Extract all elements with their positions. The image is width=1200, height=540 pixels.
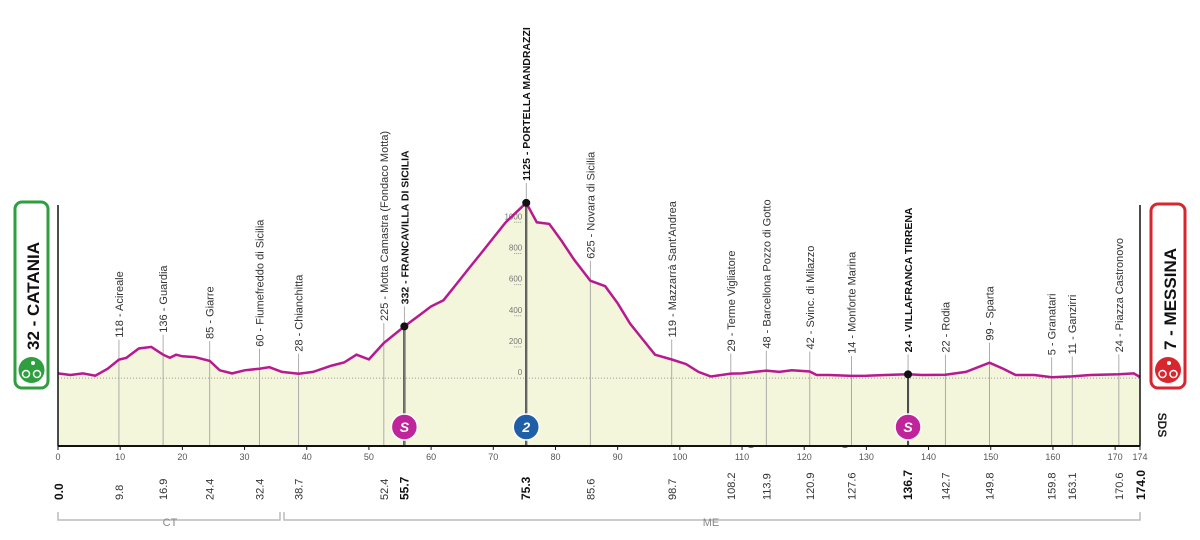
x-tick-label: 50 [364,452,374,462]
region-label: ME [703,517,720,529]
rider-head [31,361,35,365]
finish-icon [1155,357,1181,383]
km-label: 127.6 [846,472,858,500]
km-label: 113.9 [761,473,773,500]
logo: SDS [1155,413,1169,438]
x-tick-label: 130 [859,452,874,462]
waypoint-dot [522,198,531,207]
waypoint-label: 24 - VILLAFRANCA TIRRENA [903,207,915,352]
km-label: 52.4 [379,479,391,500]
waypoint-dot [904,370,913,379]
waypoint-label: 60 - Fiumefreddo di Sicilia [254,219,266,347]
km-label: 163.1 [1067,472,1079,500]
bike-wheel [21,369,31,379]
x-tick-label: 174 [1132,452,1147,462]
waypoint-label: 1125 - PORTELLA MANDRAZZI [521,27,533,181]
rider-head [1167,361,1171,365]
profile-area [58,202,1140,446]
start-box [13,200,50,390]
x-tick-label: 20 [177,452,187,462]
waypoint-label: 119 - Mazzarrà Sant'Andrea [667,200,679,337]
km-label: 120.9 [805,472,817,500]
badge-label: S [903,419,913,435]
waypoint-dot [400,322,409,331]
badge-label: S [400,419,410,435]
waypoint-label: 332 - FRANCAVILLA DI SICILIA [399,150,411,304]
finish-label: 7 - MESSINA [1161,248,1180,350]
y-tick-label: 400 [509,306,523,315]
region-bracket [57,512,281,521]
start-label: 32 - CATANIA [24,242,43,350]
waypoint-label: 14 - Monforte Marina [846,251,858,354]
waypoint-label: 118 - Acireale [114,271,126,337]
y-tick-label: 200 [509,337,523,346]
x-tick-label: 120 [797,452,812,462]
km-label: 16.9 [158,479,170,500]
y-tick-label: 600 [509,275,523,284]
x-tick-label: 110 [735,452,749,462]
waypoint-label: 29 - Terme Vigliatore [726,250,738,351]
waypoint-label: 28 - Chianchitta [294,274,306,352]
start-km-label: 0.0 [52,483,66,500]
waypoint-label: 42 - Svinc. di Milazzo [805,246,817,350]
finish-km-label: 174.0 [1134,470,1148,500]
x-tick-label: 80 [550,452,560,462]
x-tick-label: 60 [426,452,436,462]
y-tick-label: 0 [518,368,523,377]
bike-wheel [1169,369,1178,379]
waypoint-label: 85 - Giarre [205,286,217,339]
waypoint-label: 11 - Ganzirri [1067,295,1079,355]
waypoint-label: 22 - Rodia [940,301,952,353]
region-bracket [283,512,1141,521]
y-tick-label: 1000 [504,212,522,221]
y-tick-label: 800 [509,243,523,252]
region-label: CT [163,517,178,529]
waypoint-label: 48 - Barcellona Pozzo di Gotto [761,199,773,348]
region-brackets [57,512,1141,521]
waypoint-label: 625 - Novara di Sicilia [585,151,597,259]
km-label: 85.6 [585,479,597,500]
x-tick-label: 170 [1108,452,1123,462]
km-label: 142.7 [940,472,952,500]
x-tick-label: 10 [115,452,125,462]
km-label: 32.4 [254,479,266,500]
waypoint-label: 5 - Granatari [1047,294,1059,356]
badge [512,413,540,441]
km-label: 98.7 [667,479,679,500]
x-tick-label: 70 [488,452,498,462]
x-tick-label: 30 [240,452,250,462]
badge-label: 2 [521,419,530,435]
x-tick-label: 90 [613,452,623,462]
km-label: 149.8 [985,472,997,500]
waypoint-label: 99 - Sparta [985,285,997,340]
waypoint-label: 136 - Guardia [158,265,170,333]
km-label: 24.4 [205,479,217,500]
x-tick-label: 100 [672,452,687,462]
x-tick-label: 40 [302,452,312,462]
x-tick-label: 150 [983,452,998,462]
km-label: 159.8 [1047,472,1059,500]
km-label: 136.7 [901,470,915,500]
bike-wheel [1158,369,1167,379]
x-tick-label: 0 [55,452,60,462]
waypoint-label: 225 - Motta Camastra (Fondaco Motta) [379,131,391,321]
km-label: 75.3 [519,476,533,500]
km-label: 55.7 [397,476,411,500]
x-tick-label: 160 [1045,452,1060,462]
badge [894,413,922,441]
km-label: 9.8 [114,485,126,500]
start-icon [18,357,45,383]
badge [390,413,419,441]
x-tick-label: 140 [921,452,936,462]
km-label: 38.7 [294,479,306,500]
waypoint-label: 24 - Piazza Castronovo [1114,238,1126,352]
finish-box [1149,202,1187,390]
km-label: 108.2 [726,472,738,500]
km-label: 170.6 [1114,472,1126,500]
bike-wheel [32,369,42,379]
